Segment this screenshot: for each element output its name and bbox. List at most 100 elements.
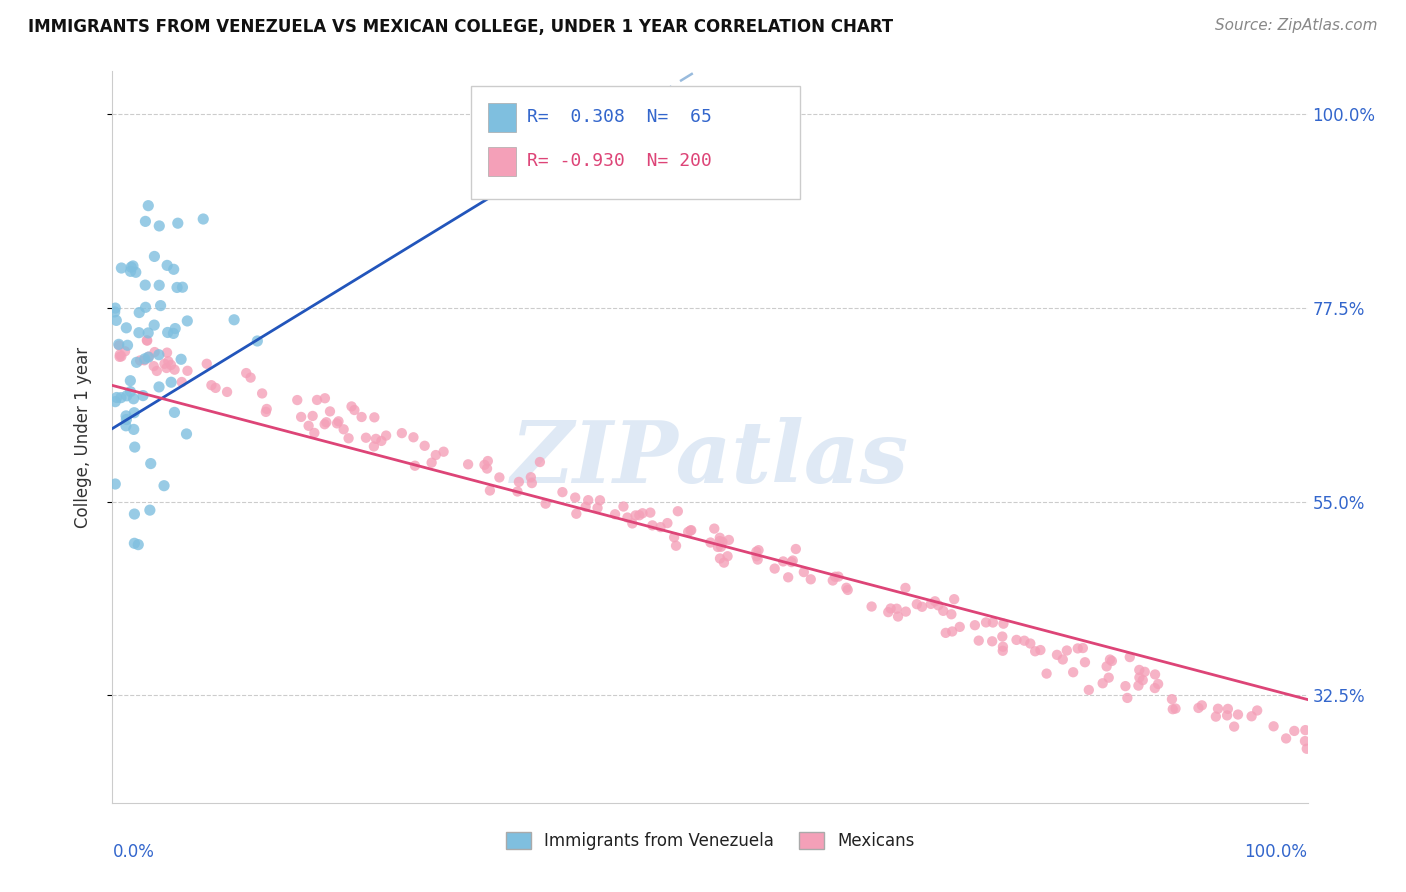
Point — [1132, 673, 1154, 687]
Point — [586, 500, 609, 515]
Point — [534, 497, 557, 511]
Point — [967, 633, 990, 648]
Point — [115, 418, 138, 433]
Point — [139, 457, 162, 471]
Point — [343, 403, 366, 417]
Point — [793, 565, 815, 579]
Point — [1116, 690, 1139, 705]
Point — [716, 549, 738, 564]
Point — [1091, 676, 1114, 690]
Point — [488, 470, 510, 484]
Point — [413, 439, 436, 453]
Point — [1227, 707, 1250, 722]
Point — [529, 455, 551, 469]
Point — [115, 321, 138, 335]
Point — [1062, 665, 1084, 680]
Point — [991, 630, 1014, 644]
Point — [239, 370, 262, 384]
Point — [420, 456, 443, 470]
Point — [1098, 652, 1121, 666]
Legend: Immigrants from Venezuela, Mexicans: Immigrants from Venezuela, Mexicans — [499, 825, 921, 856]
Point — [837, 582, 859, 597]
Point — [108, 348, 131, 362]
Point — [120, 260, 142, 275]
Y-axis label: College, Under 1 year: College, Under 1 year — [73, 346, 91, 528]
Point — [1216, 708, 1239, 723]
Point — [128, 326, 150, 340]
Point — [1128, 679, 1150, 693]
Point — [148, 219, 170, 233]
Point — [711, 535, 734, 549]
Point — [124, 440, 146, 454]
Point — [166, 280, 188, 294]
Point — [156, 345, 179, 359]
Point — [363, 439, 385, 453]
Point — [125, 265, 148, 279]
Point — [911, 599, 934, 614]
Point — [993, 616, 1015, 631]
Point — [1191, 698, 1213, 713]
Point — [170, 352, 193, 367]
Point — [107, 337, 129, 351]
Point — [224, 312, 246, 326]
Point — [104, 305, 127, 319]
Point — [104, 301, 127, 315]
Point — [136, 334, 159, 348]
Point — [1284, 723, 1306, 738]
Point — [1223, 720, 1246, 734]
Point — [800, 572, 823, 586]
Point — [827, 569, 849, 583]
Point — [1046, 648, 1069, 662]
Point — [927, 599, 949, 613]
Point — [163, 262, 186, 277]
Point — [115, 412, 138, 426]
Point — [425, 448, 447, 462]
Point — [1119, 650, 1142, 665]
Point — [104, 394, 127, 409]
Point — [143, 318, 166, 332]
Point — [821, 574, 844, 588]
Point — [200, 378, 222, 392]
Point — [782, 553, 804, 567]
Point — [932, 604, 955, 618]
Point — [616, 510, 638, 524]
Point — [127, 538, 149, 552]
Point — [1029, 643, 1052, 657]
Point — [176, 426, 198, 441]
Point — [1098, 671, 1121, 685]
Point — [132, 388, 155, 402]
Text: R=  0.308  N=  65: R= 0.308 N= 65 — [527, 109, 711, 127]
Point — [981, 634, 1004, 648]
Point — [1144, 667, 1167, 681]
Point — [713, 556, 735, 570]
Point — [124, 536, 146, 550]
Point — [1067, 641, 1090, 656]
Point — [138, 350, 160, 364]
Point — [508, 475, 530, 489]
Point — [589, 493, 612, 508]
Point — [991, 644, 1014, 658]
Point — [143, 345, 166, 359]
Point — [193, 212, 215, 227]
Point — [129, 353, 152, 368]
Point — [134, 214, 156, 228]
Point — [134, 351, 156, 366]
Point — [941, 624, 963, 639]
Point — [551, 485, 574, 500]
Point — [1246, 703, 1268, 717]
Point — [709, 534, 731, 549]
Point — [717, 533, 740, 547]
Point — [1052, 652, 1074, 666]
Point — [305, 392, 328, 407]
Point — [156, 259, 179, 273]
Point — [1161, 692, 1184, 706]
Point — [402, 430, 425, 444]
Point — [624, 508, 647, 523]
Point — [246, 334, 269, 348]
Point — [139, 503, 162, 517]
Point — [565, 507, 588, 521]
Point — [110, 260, 132, 275]
Point — [128, 305, 150, 319]
Point — [1074, 655, 1097, 669]
Point — [120, 374, 142, 388]
